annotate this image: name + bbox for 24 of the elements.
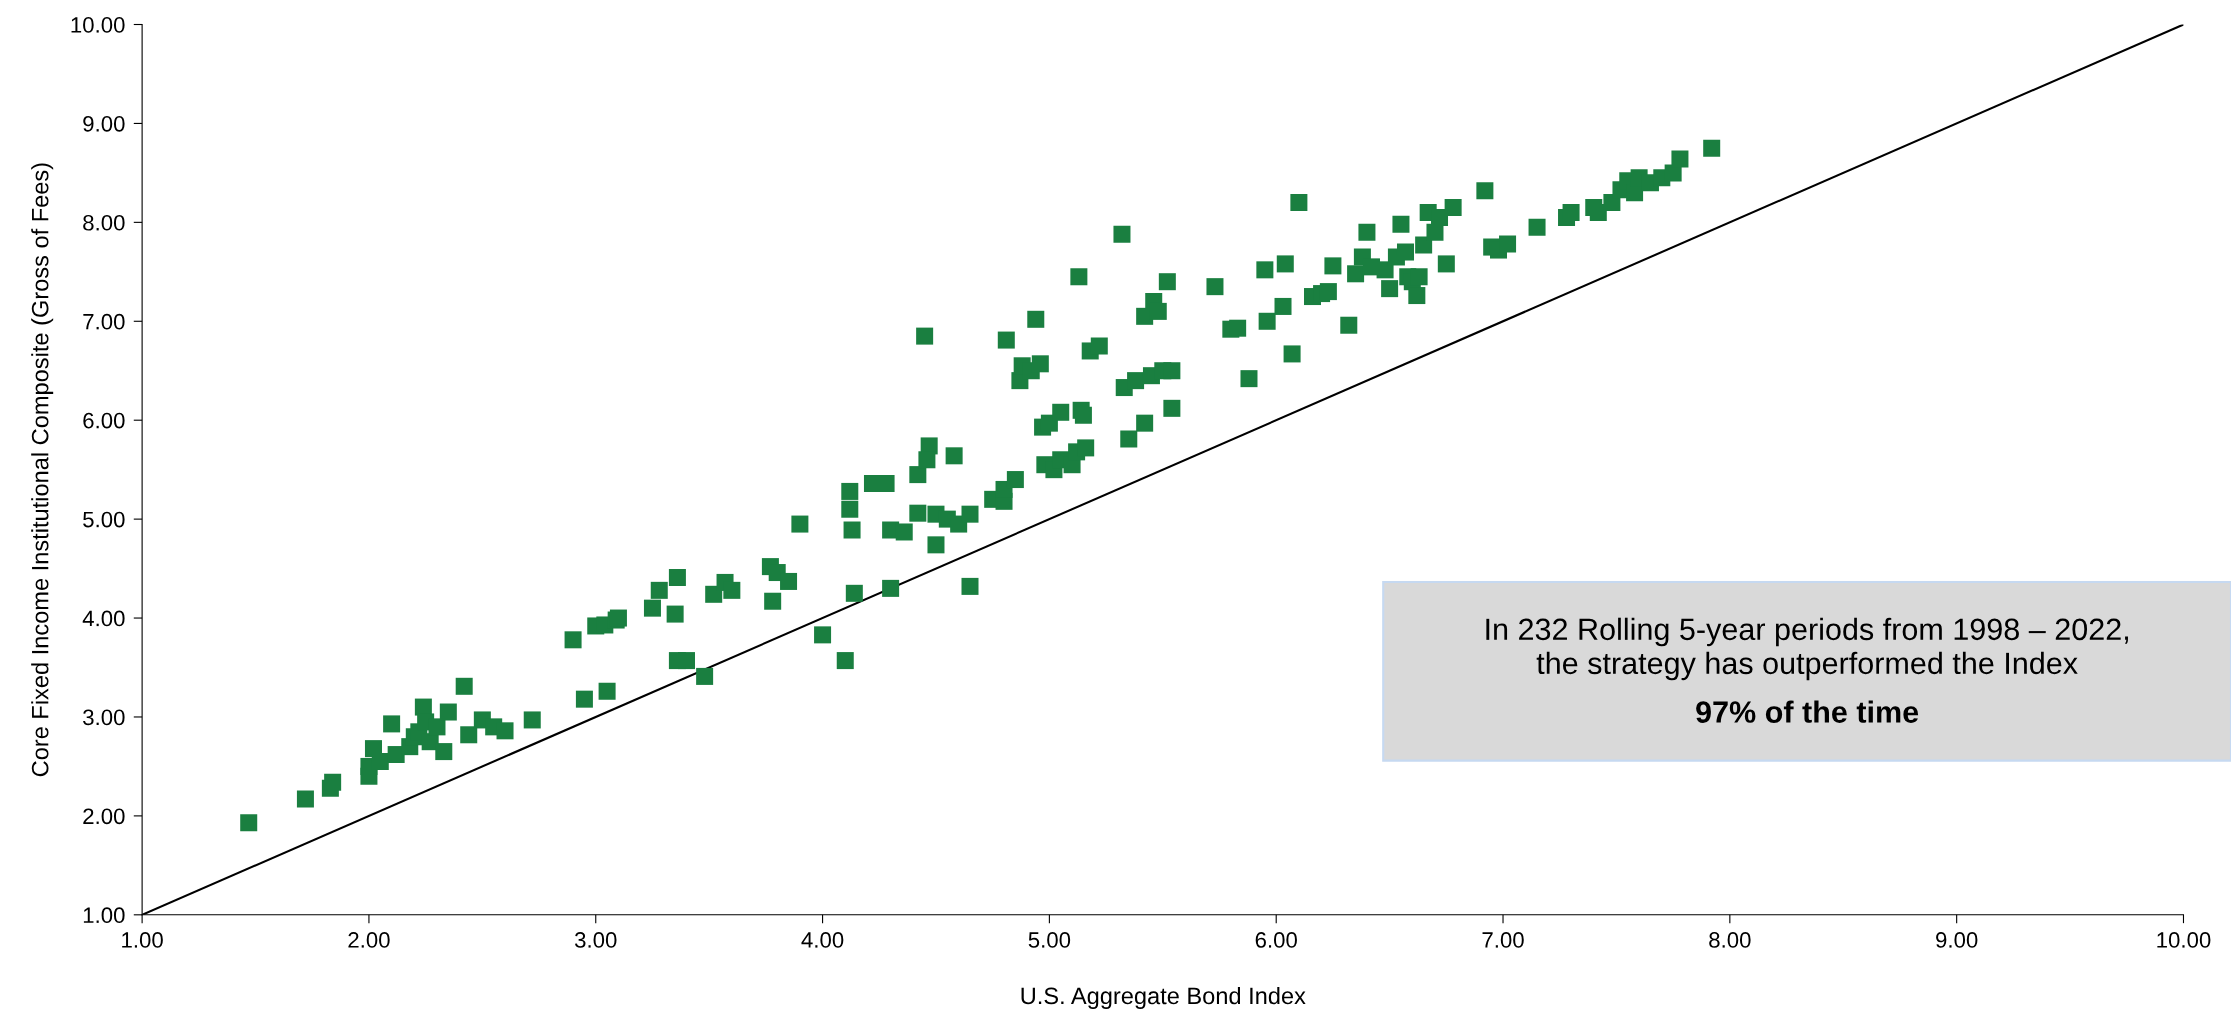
x-tick-label: 7.00 <box>1482 932 1524 948</box>
x-tick-label: 3.00 <box>574 932 617 948</box>
annotation: In 232 Rolling 5-year periods from 1998 – 2022, the strategy has outperformed the Index <box>1486 617 2128 681</box>
x-tick-label: 2.00 <box>348 932 390 948</box>
x-tick-label: 1.00 <box>122 932 163 948</box>
x-tick-label: 4.00 <box>801 932 844 948</box>
y-tick-label: 2.00 <box>83 808 125 825</box>
y-tick-label: 1.00 <box>83 907 125 924</box>
x-tick-label: 9.00 <box>1936 932 1978 948</box>
y-tick-label: 10.00 <box>71 17 125 33</box>
y-tick-label: 9.00 <box>83 115 125 132</box>
y-tick-label: 7.00 <box>83 313 125 330</box>
x-tick-label: 8.00 <box>1709 932 1751 948</box>
y-tick-label: 8.00 <box>83 214 125 231</box>
x-tick-label: 10.00 <box>2157 932 2211 948</box>
y-tick-label: 5.00 <box>83 511 125 528</box>
x-tick-label: 5.00 <box>1028 932 1071 948</box>
y-tick-label: 3.00 <box>83 709 125 726</box>
x-axis-title: U.S. Aggregate Bond Index <box>1021 986 1306 1009</box>
y-tick-label: 4.00 <box>82 610 125 627</box>
y-axis-title: Core Fixed Income Institutional Composite (Gross of Fees) <box>31 163 54 777</box>
x-tick-label: 6.00 <box>1255 932 1297 948</box>
annotation: 97% of the time <box>1696 700 1919 723</box>
y-tick-label: 6.00 <box>83 412 125 429</box>
